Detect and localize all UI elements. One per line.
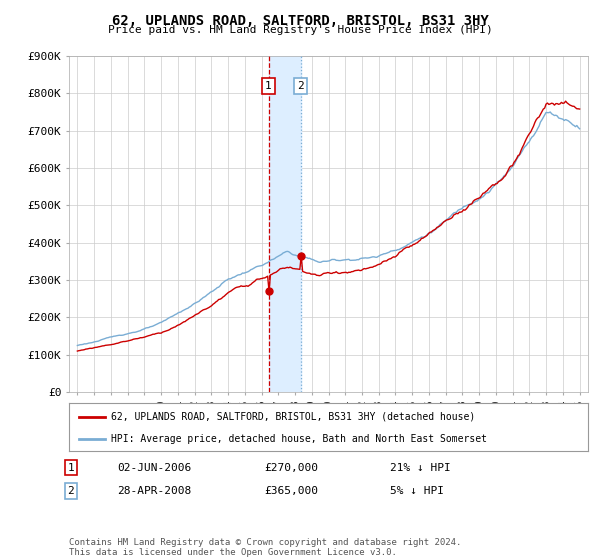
Text: 02-JUN-2006: 02-JUN-2006	[117, 463, 191, 473]
Text: HPI: Average price, detached house, Bath and North East Somerset: HPI: Average price, detached house, Bath…	[110, 434, 487, 444]
Text: 62, UPLANDS ROAD, SALTFORD, BRISTOL, BS31 3HY: 62, UPLANDS ROAD, SALTFORD, BRISTOL, BS3…	[112, 14, 488, 28]
Text: Price paid vs. HM Land Registry's House Price Index (HPI): Price paid vs. HM Land Registry's House …	[107, 25, 493, 35]
Text: 62, UPLANDS ROAD, SALTFORD, BRISTOL, BS31 3HY (detached house): 62, UPLANDS ROAD, SALTFORD, BRISTOL, BS3…	[110, 412, 475, 422]
Text: 1: 1	[265, 81, 272, 91]
Text: 2: 2	[297, 81, 304, 91]
Text: 28-APR-2008: 28-APR-2008	[117, 486, 191, 496]
Text: Contains HM Land Registry data © Crown copyright and database right 2024.
This d: Contains HM Land Registry data © Crown c…	[69, 538, 461, 557]
Text: 1: 1	[67, 463, 74, 473]
Text: £270,000: £270,000	[264, 463, 318, 473]
Text: 2: 2	[67, 486, 74, 496]
Text: 21% ↓ HPI: 21% ↓ HPI	[390, 463, 451, 473]
Text: £365,000: £365,000	[264, 486, 318, 496]
Text: 5% ↓ HPI: 5% ↓ HPI	[390, 486, 444, 496]
Bar	[269, 56, 301, 392]
